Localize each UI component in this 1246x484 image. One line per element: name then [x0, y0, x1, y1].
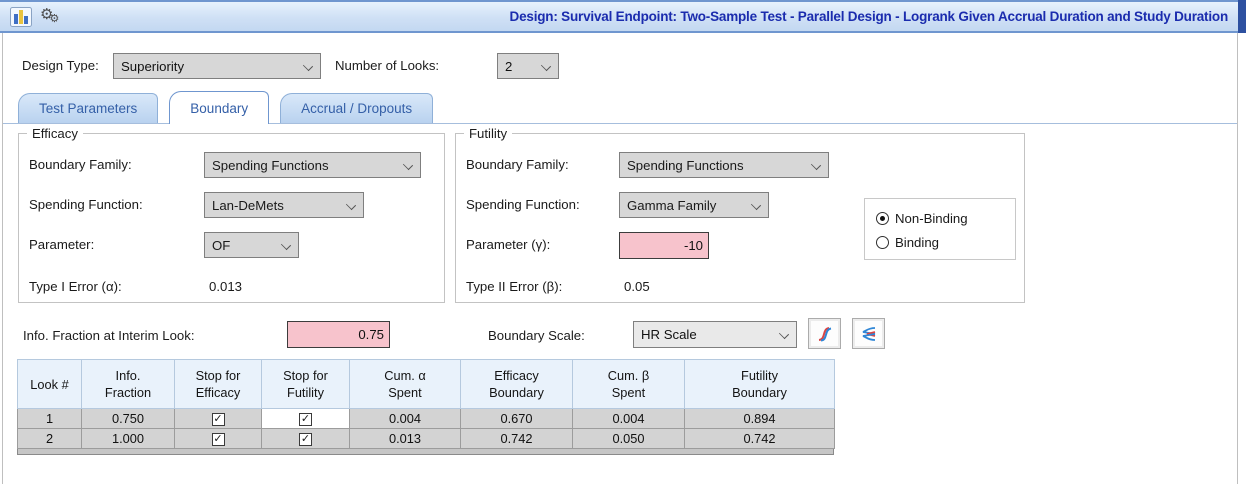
boundary-curves-icon: [862, 326, 875, 341]
window-right-border: [1237, 33, 1238, 484]
number-of-looks-dropdown[interactable]: 2: [497, 53, 559, 79]
gears-icon[interactable]: ⚙⚙: [40, 5, 60, 25]
bar-chart-icon[interactable]: [10, 7, 32, 30]
design-type-value: Superiority: [121, 58, 185, 74]
checkbox-checked-icon[interactable]: ✓: [299, 433, 312, 447]
number-of-looks-value: 2: [505, 58, 513, 74]
cum-beta-cell: 0.004: [572, 408, 685, 429]
futility-boundary-cell: 0.742: [684, 428, 835, 449]
stop-futility-cell: ✓: [261, 428, 350, 449]
chevron-down-icon: [282, 241, 290, 249]
chevron-down-icon: [542, 62, 550, 70]
col-cum-alpha-spent: Cum. α Spent: [349, 359, 461, 409]
col-cum-beta-spent: Cum. β Spent: [572, 359, 685, 409]
cum-alpha-cell: 0.004: [349, 408, 461, 429]
chevron-down-icon: [812, 161, 820, 169]
stop-efficacy-cell: ✓: [174, 428, 262, 449]
window-title: Design: Survival Endpoint: Two-Sample Te…: [509, 9, 1229, 24]
futility-group-title: Futility: [464, 125, 513, 142]
col-info-fraction: Info. Fraction: [81, 359, 175, 409]
col-efficacy-boundary: Efficacy Boundary: [460, 359, 573, 409]
checkbox-checked-icon[interactable]: ✓: [211, 413, 225, 427]
spending-curves-icon: [818, 326, 831, 341]
cum-beta-cell: 0.050: [572, 428, 685, 449]
table-header-row: Look # Info. Fraction Stop for Efficacy St…: [17, 359, 835, 409]
tab-test-parameters[interactable]: Test Parameters: [18, 93, 159, 123]
tab-accrual-dropouts[interactable]: Accrual / Dropouts: [280, 93, 434, 123]
type1-error-value: 0.013: [209, 279, 243, 294]
title-bar: ⚙⚙ Design: Survival Endpoint: Two-Sample…: [0, 0, 1238, 33]
stop-efficacy-cell: ✓: [174, 408, 262, 429]
col-futility-boundary: Futility Boundary: [684, 359, 835, 409]
efficacy-group-title: Efficacy: [27, 125, 83, 142]
col-stop-for-futility: Stop for Futility: [261, 359, 350, 409]
futility-group: Futility Boundary Family: Spending Funct…: [455, 125, 1025, 303]
design-type-dropdown[interactable]: Superiority: [113, 53, 321, 79]
radio-button-icon: [876, 211, 889, 225]
checkbox-checked-icon[interactable]: ✓: [211, 433, 225, 447]
type2-error-value: 0.05: [624, 279, 650, 294]
design-type-label: Design Type:: [22, 58, 99, 73]
info-fraction-cell: 0.750: [81, 408, 175, 429]
futility-spending-function-dropdown[interactable]: Gamma Family: [619, 192, 769, 218]
chevron-down-icon: [752, 201, 760, 209]
chevron-down-icon: [347, 201, 355, 209]
futility-boundary-cell: 0.894: [684, 408, 835, 429]
chevron-down-icon: [304, 62, 312, 70]
number-of-looks-label: Number of Looks:: [335, 58, 440, 73]
table-row: 2 1.000 ✓ ✓ 0.013 0.742 0.050 0.742: [17, 428, 835, 449]
efficacy-boundary-cell: 0.670: [460, 408, 573, 429]
info-fraction-label: Info. Fraction at Interim Look:: [23, 328, 195, 343]
tab-boundary[interactable]: Boundary: [169, 91, 270, 124]
looks-table: Look # Info. Fraction Stop for Efficacy St…: [17, 359, 835, 455]
radio-non-binding[interactable]: Non-Binding: [876, 206, 1015, 230]
efficacy-spending-function-dropdown[interactable]: Lan-DeMets: [204, 192, 364, 218]
look-number: 2: [17, 428, 82, 449]
stop-futility-cell: ✓: [261, 408, 350, 429]
chevron-down-icon: [404, 161, 412, 169]
efficacy-boundary-cell: 0.742: [460, 428, 573, 449]
efficacy-boundary-family-dropdown[interactable]: Spending Functions: [204, 152, 421, 178]
table-footer-strip: [17, 449, 834, 455]
boundary-plot-button[interactable]: [852, 318, 885, 349]
efficacy-parameter-dropdown[interactable]: OF: [204, 232, 299, 258]
table-row: 1 0.750 ✓ ✓ 0.004 0.670 0.004 0.894: [17, 408, 835, 429]
col-stop-for-efficacy: Stop for Efficacy: [174, 359, 262, 409]
window-left-border: [2, 33, 3, 484]
boundary-scale-value: HR Scale: [641, 327, 697, 342]
look-number: 1: [17, 408, 82, 429]
boundary-scale-label: Boundary Scale:: [488, 328, 585, 343]
checkbox-checked-icon[interactable]: ✓: [299, 413, 312, 427]
efficacy-group: Efficacy Boundary Family: Spending Funct…: [18, 125, 445, 303]
spending-function-plot-button[interactable]: [808, 318, 841, 349]
futility-parameter-input[interactable]: [619, 232, 709, 259]
futility-boundary-family-dropdown[interactable]: Spending Functions: [619, 152, 829, 178]
window-right-edge: [1238, 0, 1246, 33]
col-look: Look #: [17, 359, 82, 409]
info-fraction-cell: 1.000: [81, 428, 175, 449]
cum-alpha-cell: 0.013: [349, 428, 461, 449]
chevron-down-icon: [780, 330, 788, 338]
boundary-scale-dropdown[interactable]: HR Scale: [633, 321, 797, 348]
tab-strip: Test Parameters Boundary Accrual / Dropo…: [3, 91, 1237, 124]
radio-binding[interactable]: Binding: [876, 230, 1015, 254]
radio-button-icon: [876, 235, 889, 249]
info-fraction-input[interactable]: [287, 321, 390, 348]
binding-option-group: Non-Binding Binding: [864, 198, 1016, 260]
